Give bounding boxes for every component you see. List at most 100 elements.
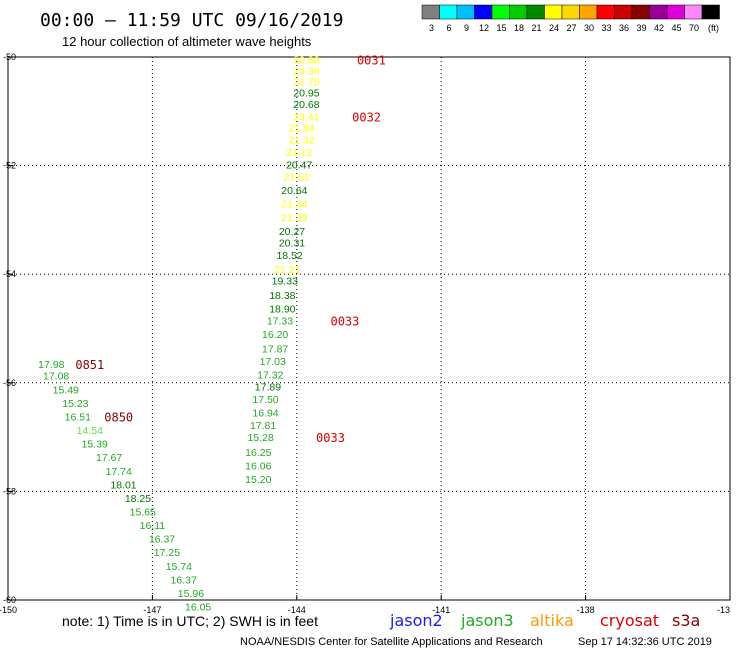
swh-value-label: 19.33 <box>272 276 298 288</box>
x-tick-label: -138 <box>577 605 595 615</box>
scale-label: 36 <box>619 23 629 33</box>
y-tick-label: -50 <box>3 52 16 62</box>
scale-label: 27 <box>566 23 576 33</box>
satellite-name-s3a: s3a <box>672 611 700 630</box>
swh-value-label: 14.54 <box>77 425 103 437</box>
swh-value-label: 16.11 <box>140 520 166 532</box>
pass-time-label: 0031 <box>357 54 386 68</box>
swh-value-label: 18.52 <box>276 250 302 262</box>
plot-axes <box>7 56 731 601</box>
swh-value-label: 16.94 <box>252 408 278 420</box>
chart-title: 00:00 – 11:59 UTC 09/16/2019 <box>40 10 343 31</box>
scale-swatch <box>526 4 545 20</box>
y-tick-label: -52 <box>3 161 16 171</box>
scale-label: 45 <box>671 23 681 33</box>
swh-value-label: 17.98 <box>38 359 64 371</box>
swh-readings: 20.8823.3621.7520.9520.6823.4121.8421.32… <box>38 55 320 614</box>
grid-lines <box>8 57 730 600</box>
swh-value-label: 17.87 <box>262 344 288 356</box>
pass-time-label: 0032 <box>352 111 381 125</box>
swh-value-label: 21.84 <box>288 123 314 135</box>
swh-value-label: 15.23 <box>62 398 88 410</box>
swh-value-label: 17.08 <box>43 371 69 383</box>
swh-value-label: 16.25 <box>245 447 271 459</box>
swh-value-label: 17.67 <box>96 452 122 464</box>
scale-label: 42 <box>654 23 664 33</box>
scale-label: 30 <box>584 23 594 33</box>
swh-value-label: 17.03 <box>260 356 286 368</box>
y-tick-label: -60 <box>3 595 16 605</box>
scale-swatch <box>509 4 528 20</box>
scale-label: 12 <box>479 23 489 33</box>
swh-value-label: 20.27 <box>279 226 305 238</box>
swh-value-label: 16.06 <box>245 460 271 472</box>
swh-value-label: 23.41 <box>293 112 319 124</box>
satellite-name-altika: altika <box>530 611 574 630</box>
y-tick-label: -56 <box>3 378 16 388</box>
scale-swatch <box>666 4 685 20</box>
scale-label: 21 <box>531 23 541 33</box>
scale-swatch <box>684 4 703 20</box>
swh-value-label: 20.64 <box>281 185 307 197</box>
y-tick-labels: -50 -52 -54 -56 -58 -60 <box>3 52 16 605</box>
satellite-name-jason2: jason2 <box>389 611 443 630</box>
swh-value-label: 15.28 <box>248 432 274 444</box>
swh-value-label: 17.25 <box>154 547 180 559</box>
swh-value-label: 20.88 <box>293 55 319 67</box>
scale-swatch <box>421 4 440 20</box>
footer-note: note: 1) Time is in UTC; 2) SWH is in fe… <box>62 613 318 629</box>
swh-value-label: 18.90 <box>269 303 295 315</box>
satellite-legend: jason2 jason3 altika cryosat s3a <box>389 611 700 630</box>
scale-swatch <box>631 4 650 20</box>
satellite-name-jason3: jason3 <box>460 611 514 630</box>
x-tick-labels: -150 -147 -144 -141 -138 -13 <box>0 595 731 615</box>
footer-timestamp: Sep 17 14:32:36 UTC 2019 <box>578 636 712 648</box>
scale-label: 24 <box>549 23 559 33</box>
pass-time-label: 0850 <box>104 410 133 424</box>
swh-value-label: 18.01 <box>110 479 136 491</box>
swh-value-label: 15.39 <box>81 439 107 451</box>
swh-value-label: 21.75 <box>293 76 319 88</box>
scale-swatch <box>544 4 563 20</box>
swh-value-label: 17.81 <box>250 420 276 432</box>
scale-swatch <box>439 4 458 20</box>
y-tick-label: -58 <box>3 486 16 496</box>
x-tick-label: -147 <box>143 605 161 615</box>
color-scale-legend: 3 6 9 12 15 18 21 24 27 30 33 36 39 42 45 70 (ft) <box>421 4 720 33</box>
scale-label: 18 <box>514 23 524 33</box>
swh-value-label: 15.65 <box>130 506 156 518</box>
x-tick-label: -141 <box>432 605 450 615</box>
chart-subtitle: 12 hour collection of altimeter wave hei… <box>62 34 312 49</box>
swh-value-label: 20.68 <box>293 99 319 111</box>
scale-label: 9 <box>464 23 469 33</box>
swh-value-label: 21.52 <box>284 171 310 183</box>
scale-label: 33 <box>601 23 611 33</box>
scale-swatch <box>649 4 668 20</box>
x-tick-label: -144 <box>288 605 306 615</box>
pass-time-labels: 0031 0032 0033 0033 0851 0850 <box>75 54 385 445</box>
scale-swatch <box>596 4 615 20</box>
scale-swatch <box>456 4 475 20</box>
swh-value-label: 21.34 <box>281 199 307 211</box>
swh-value-label: 16.37 <box>171 574 197 586</box>
scale-swatch <box>561 4 580 20</box>
footer-credit: NOAA/NESDIS Center for Satellite Applica… <box>240 636 543 648</box>
y-tick-label: -54 <box>3 269 16 279</box>
swh-value-label: 16.05 <box>185 602 211 614</box>
swh-value-label: 17.32 <box>257 370 283 382</box>
scale-swatch <box>491 4 510 20</box>
scale-swatch <box>474 4 493 20</box>
swh-value-label: 21.32 <box>288 135 314 147</box>
swh-value-label: 18.25 <box>125 493 151 505</box>
swh-value-label: 17.74 <box>106 466 132 478</box>
scale-label: (ft) <box>708 23 719 33</box>
scale-label: 70 <box>689 23 699 33</box>
swh-value-label: 20.95 <box>293 87 319 99</box>
scale-swatch <box>701 4 720 20</box>
scale-label: 15 <box>496 23 506 33</box>
x-tick-label: -150 <box>0 605 17 615</box>
swh-value-label: 16.37 <box>149 534 175 546</box>
swh-value-label: 17.89 <box>255 382 281 394</box>
swh-value-label: 17.33 <box>267 315 293 327</box>
